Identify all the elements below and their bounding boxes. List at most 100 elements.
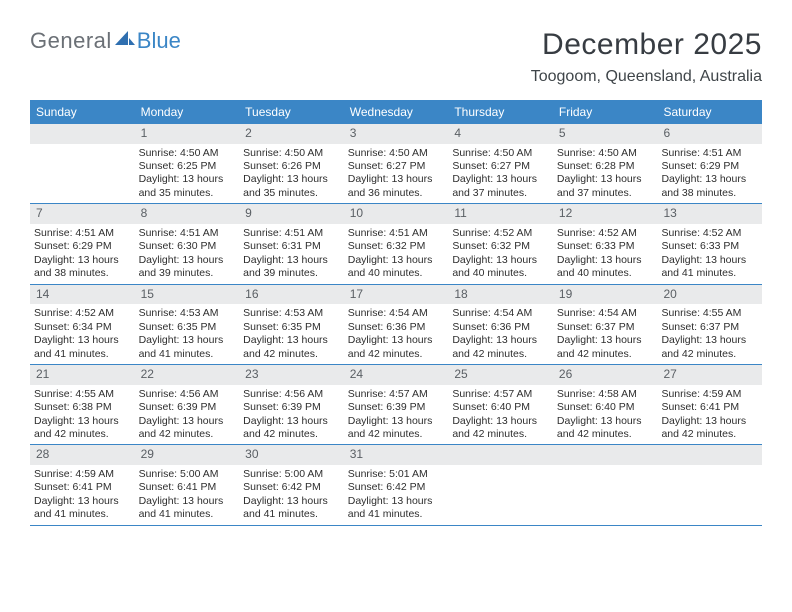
day-number: 16 bbox=[239, 285, 344, 305]
day-number: 15 bbox=[135, 285, 240, 305]
weekday-monday: Monday bbox=[135, 100, 240, 124]
day-number: 4 bbox=[448, 124, 553, 144]
daylight-text: Daylight: 13 hours and 39 minutes. bbox=[139, 254, 236, 281]
day-number: 29 bbox=[135, 445, 240, 465]
sunrise-text: Sunrise: 4:51 AM bbox=[139, 227, 236, 240]
day-details: Sunrise: 4:52 AMSunset: 6:33 PMDaylight:… bbox=[553, 224, 658, 284]
daylight-text: Daylight: 13 hours and 37 minutes. bbox=[452, 173, 549, 200]
day-cell: 16Sunrise: 4:53 AMSunset: 6:35 PMDayligh… bbox=[239, 285, 344, 364]
day-cell: 31Sunrise: 5:01 AMSunset: 6:42 PMDayligh… bbox=[344, 445, 449, 524]
header-row: General Blue December 2025 Toogoom, Quee… bbox=[30, 28, 762, 86]
week-row: 1Sunrise: 4:50 AMSunset: 6:25 PMDaylight… bbox=[30, 124, 762, 204]
weekday-header: Sunday Monday Tuesday Wednesday Thursday… bbox=[30, 100, 762, 124]
daylight-text: Daylight: 13 hours and 35 minutes. bbox=[243, 173, 340, 200]
daylight-text: Daylight: 13 hours and 38 minutes. bbox=[661, 173, 758, 200]
day-cell: 23Sunrise: 4:56 AMSunset: 6:39 PMDayligh… bbox=[239, 365, 344, 444]
day-details: Sunrise: 4:57 AMSunset: 6:39 PMDaylight:… bbox=[344, 385, 449, 445]
sunrise-text: Sunrise: 4:58 AM bbox=[557, 388, 654, 401]
sunset-text: Sunset: 6:40 PM bbox=[557, 401, 654, 414]
day-details: Sunrise: 4:50 AMSunset: 6:27 PMDaylight:… bbox=[344, 144, 449, 204]
day-number bbox=[553, 445, 658, 465]
day-cell: 12Sunrise: 4:52 AMSunset: 6:33 PMDayligh… bbox=[553, 204, 658, 283]
sunrise-text: Sunrise: 4:54 AM bbox=[452, 307, 549, 320]
day-cell bbox=[30, 124, 135, 203]
week-row: 28Sunrise: 4:59 AMSunset: 6:41 PMDayligh… bbox=[30, 445, 762, 525]
daylight-text: Daylight: 13 hours and 42 minutes. bbox=[348, 334, 445, 361]
day-cell: 22Sunrise: 4:56 AMSunset: 6:39 PMDayligh… bbox=[135, 365, 240, 444]
day-number: 26 bbox=[553, 365, 658, 385]
weekday-tuesday: Tuesday bbox=[239, 100, 344, 124]
day-cell: 3Sunrise: 4:50 AMSunset: 6:27 PMDaylight… bbox=[344, 124, 449, 203]
day-details: Sunrise: 4:53 AMSunset: 6:35 PMDaylight:… bbox=[135, 304, 240, 364]
day-number: 5 bbox=[553, 124, 658, 144]
day-details: Sunrise: 4:54 AMSunset: 6:36 PMDaylight:… bbox=[344, 304, 449, 364]
daylight-text: Daylight: 13 hours and 41 minutes. bbox=[139, 334, 236, 361]
week-row: 7Sunrise: 4:51 AMSunset: 6:29 PMDaylight… bbox=[30, 204, 762, 284]
sunset-text: Sunset: 6:38 PM bbox=[34, 401, 131, 414]
day-details: Sunrise: 4:50 AMSunset: 6:25 PMDaylight:… bbox=[135, 144, 240, 204]
sunset-text: Sunset: 6:32 PM bbox=[348, 240, 445, 253]
calendar-grid: Sunday Monday Tuesday Wednesday Thursday… bbox=[30, 100, 762, 526]
day-number: 20 bbox=[657, 285, 762, 305]
daylight-text: Daylight: 13 hours and 42 minutes. bbox=[661, 334, 758, 361]
day-number: 14 bbox=[30, 285, 135, 305]
day-details: Sunrise: 4:51 AMSunset: 6:29 PMDaylight:… bbox=[30, 224, 135, 284]
day-cell: 7Sunrise: 4:51 AMSunset: 6:29 PMDaylight… bbox=[30, 204, 135, 283]
day-number bbox=[30, 124, 135, 144]
sunset-text: Sunset: 6:35 PM bbox=[243, 321, 340, 334]
day-number: 13 bbox=[657, 204, 762, 224]
day-cell: 19Sunrise: 4:54 AMSunset: 6:37 PMDayligh… bbox=[553, 285, 658, 364]
day-cell bbox=[448, 445, 553, 524]
sunrise-text: Sunrise: 4:50 AM bbox=[557, 147, 654, 160]
daylight-text: Daylight: 13 hours and 42 minutes. bbox=[557, 334, 654, 361]
day-details: Sunrise: 5:00 AMSunset: 6:42 PMDaylight:… bbox=[239, 465, 344, 525]
sunrise-text: Sunrise: 4:50 AM bbox=[139, 147, 236, 160]
daylight-text: Daylight: 13 hours and 41 minutes. bbox=[34, 334, 131, 361]
sunrise-text: Sunrise: 4:55 AM bbox=[34, 388, 131, 401]
day-number bbox=[448, 445, 553, 465]
sunrise-text: Sunrise: 4:51 AM bbox=[243, 227, 340, 240]
daylight-text: Daylight: 13 hours and 42 minutes. bbox=[348, 415, 445, 442]
day-cell: 28Sunrise: 4:59 AMSunset: 6:41 PMDayligh… bbox=[30, 445, 135, 524]
day-details: Sunrise: 5:00 AMSunset: 6:41 PMDaylight:… bbox=[135, 465, 240, 525]
day-number: 24 bbox=[344, 365, 449, 385]
day-number: 9 bbox=[239, 204, 344, 224]
day-number: 25 bbox=[448, 365, 553, 385]
sunset-text: Sunset: 6:25 PM bbox=[139, 160, 236, 173]
sunset-text: Sunset: 6:27 PM bbox=[452, 160, 549, 173]
sunset-text: Sunset: 6:42 PM bbox=[243, 481, 340, 494]
day-cell: 26 Sunrise: 4:58 AMSunset: 6:40 PMDayligh… bbox=[553, 365, 658, 444]
day-cell: 14Sunrise: 4:52 AMSunset: 6:34 PMDayligh… bbox=[30, 285, 135, 364]
sunset-text: Sunset: 6:37 PM bbox=[557, 321, 654, 334]
sunrise-text: Sunrise: 4:50 AM bbox=[348, 147, 445, 160]
daylight-text: Daylight: 13 hours and 42 minutes. bbox=[452, 415, 549, 442]
sunset-text: Sunset: 6:37 PM bbox=[661, 321, 758, 334]
sunrise-text: Sunrise: 4:54 AM bbox=[557, 307, 654, 320]
day-number: 3 bbox=[344, 124, 449, 144]
day-number: 10 bbox=[344, 204, 449, 224]
day-number: 30 bbox=[239, 445, 344, 465]
sunset-text: Sunset: 6:36 PM bbox=[452, 321, 549, 334]
sunrise-text: Sunrise: 4:55 AM bbox=[661, 307, 758, 320]
location-text: Toogoom, Queensland, Australia bbox=[531, 68, 762, 86]
day-details: Sunrise: 4:55 AMSunset: 6:38 PMDaylight:… bbox=[30, 385, 135, 445]
daylight-text: Daylight: 13 hours and 42 minutes. bbox=[557, 415, 654, 442]
day-cell: 25Sunrise: 4:57 AMSunset: 6:40 PMDayligh… bbox=[448, 365, 553, 444]
day-cell: 5Sunrise: 4:50 AMSunset: 6:28 PMDaylight… bbox=[553, 124, 658, 203]
weeks-container: 1Sunrise: 4:50 AMSunset: 6:25 PMDaylight… bbox=[30, 124, 762, 526]
title-block: December 2025 Toogoom, Queensland, Austr… bbox=[531, 28, 762, 86]
calendar-page: General Blue December 2025 Toogoom, Quee… bbox=[0, 0, 792, 546]
day-details: Sunrise: 4:52 AMSunset: 6:34 PMDaylight:… bbox=[30, 304, 135, 364]
sunset-text: Sunset: 6:29 PM bbox=[661, 160, 758, 173]
sunset-text: Sunset: 6:35 PM bbox=[139, 321, 236, 334]
day-details: Sunrise: 5:01 AMSunset: 6:42 PMDaylight:… bbox=[344, 465, 449, 525]
day-number: 2 bbox=[239, 124, 344, 144]
sunrise-text: Sunrise: 4:51 AM bbox=[661, 147, 758, 160]
weekday-wednesday: Wednesday bbox=[344, 100, 449, 124]
day-number: 8 bbox=[135, 204, 240, 224]
weekday-friday: Friday bbox=[553, 100, 658, 124]
weekday-sunday: Sunday bbox=[30, 100, 135, 124]
daylight-text: Daylight: 13 hours and 42 minutes. bbox=[34, 415, 131, 442]
day-number: 6 bbox=[657, 124, 762, 144]
day-cell: 2Sunrise: 4:50 AMSunset: 6:26 PMDaylight… bbox=[239, 124, 344, 203]
